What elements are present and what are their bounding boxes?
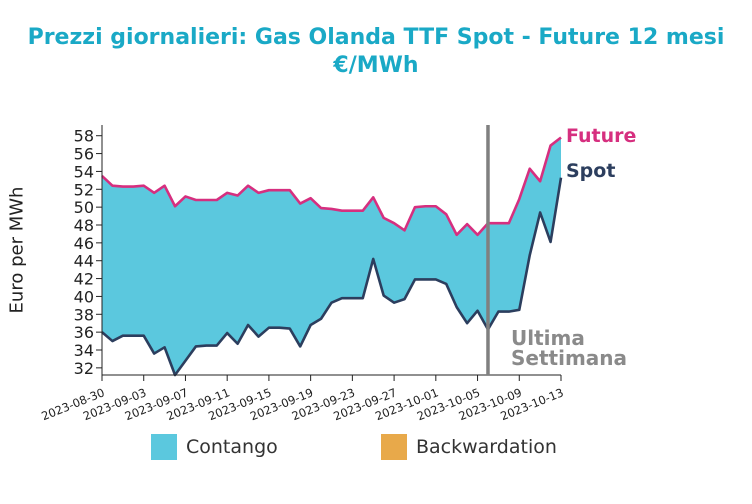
legend-label-backwardation: Backwardation <box>416 436 557 458</box>
y-tick-label: 50 <box>74 198 94 217</box>
spot-series-label: Spot <box>566 160 615 182</box>
spot-line <box>101 177 563 377</box>
chart-title-line-2: €/MWh <box>333 53 419 78</box>
future-series-label: Future <box>566 125 636 147</box>
y-tick-label: 42 <box>74 270 94 289</box>
y-tick-label: 54 <box>74 162 94 181</box>
y-tick-label: 40 <box>74 287 94 306</box>
y-tick-label: 48 <box>74 216 94 235</box>
last-week-label-line-2: Settimana <box>511 346 627 370</box>
y-tick-label: 46 <box>74 234 94 253</box>
y-axis-label: Euro per MWh <box>6 187 27 314</box>
y-tick-label: 38 <box>74 305 94 324</box>
y-tick-label: 44 <box>74 252 94 271</box>
y-tick-label: 32 <box>74 359 94 378</box>
y-tick-label: 56 <box>74 145 94 164</box>
future-line <box>101 136 562 237</box>
last-week-label-line-1: Ultima <box>511 326 585 350</box>
contango-area-group <box>102 137 561 375</box>
legend-swatch-contango <box>151 434 177 460</box>
contango-area <box>102 137 561 375</box>
y-tick-label: 36 <box>74 323 94 342</box>
chart-title-line-1: Prezzi giornalieri: Gas Olanda TTF Spot … <box>27 25 725 50</box>
y-tick-label: 58 <box>74 127 94 146</box>
series-lines-group <box>101 136 563 377</box>
y-tick-label: 52 <box>74 180 94 199</box>
chart-title: Prezzi giornalieri: Gas Olanda TTF Spot … <box>0 24 752 80</box>
legend-item-backwardation[interactable]: Backwardation <box>381 434 557 460</box>
legend-swatch-backwardation <box>381 434 407 460</box>
y-tick-label: 34 <box>74 341 94 360</box>
legend-item-contango[interactable]: Contango <box>151 434 278 460</box>
legend-label-contango: Contango <box>186 436 278 458</box>
